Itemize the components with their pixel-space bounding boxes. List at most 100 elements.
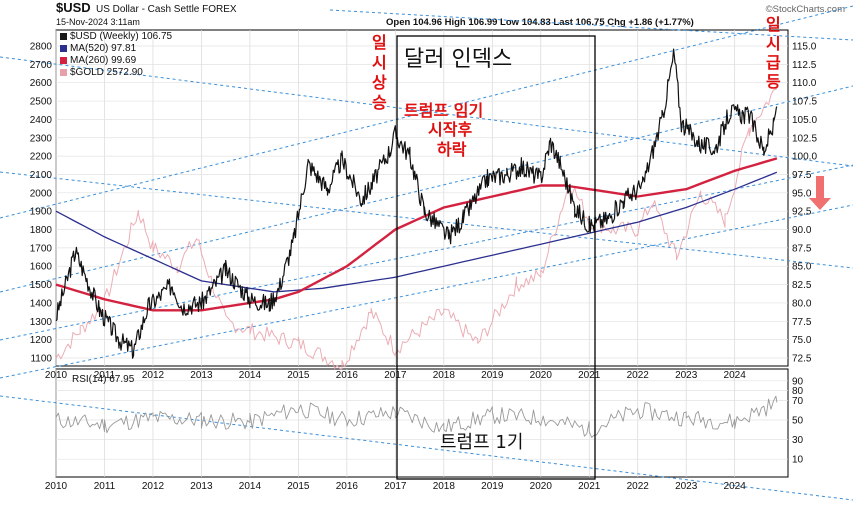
rsi-label: RSI(14) 67.95 (72, 374, 135, 385)
legend-swatch-2 (60, 57, 67, 64)
y-right-tick-102.5: 102.5 (792, 133, 817, 144)
rsi-tick-10: 10 (792, 455, 804, 466)
y-right-tick-107.5: 107.5 (792, 97, 817, 108)
x-tick-bottom-2016: 2016 (336, 481, 359, 492)
y-right-tick-72.5: 72.5 (792, 354, 812, 365)
x-tick-bottom-2013: 2013 (190, 481, 213, 492)
y-right-tick-115: 115.0 (792, 42, 817, 53)
annotation-trump-start-2: 시작후 (428, 120, 472, 139)
y-right-tick-105: 105.0 (792, 115, 817, 126)
y-left-tick-2300: 2300 (30, 133, 53, 144)
annotation-trump-start: 트럼프 임기 (404, 101, 483, 120)
channel-line-2 (0, 164, 853, 341)
legend-swatch-3 (60, 69, 67, 76)
annotation-trump-start-3: 하락 (437, 140, 467, 159)
x-tick-2014: 2014 (239, 370, 262, 381)
y-right-tick-90: 90.0 (792, 225, 812, 236)
y-left-tick-1300: 1300 (30, 317, 53, 328)
y-right-tick-75: 75.0 (792, 335, 812, 346)
x-tick-bottom-2020: 2020 (530, 481, 553, 492)
y-right-tick-112.5: 112.5 (792, 60, 817, 71)
legend-swatch-0 (60, 33, 67, 40)
y-left-tick-2400: 2400 (30, 115, 53, 126)
x-tick-bottom-2023: 2023 (675, 481, 698, 492)
x-tick-bottom-2022: 2022 (627, 481, 650, 492)
series-ma260-line (55, 157, 778, 312)
series-usd-line (55, 48, 778, 359)
series-gold-line (55, 87, 778, 370)
channel-line-5 (0, 171, 853, 269)
legend-label-0: $USD (Weekly) 106.75 (70, 31, 173, 42)
y-left-tick-1700: 1700 (30, 243, 53, 254)
y-right-tick-110: 110.0 (792, 78, 817, 89)
date-stamp: 15-Nov-2024 3:11am (56, 17, 140, 27)
y-left-tick-1400: 1400 (30, 298, 53, 309)
annotation-term-label: 트럼프 1기 (440, 432, 523, 453)
rsi-tick-80: 80 (792, 386, 804, 397)
series-rsi-line (55, 395, 778, 438)
y-left-tick-1500: 1500 (30, 280, 53, 291)
x-tick-2017: 2017 (384, 370, 407, 381)
x-tick-2024: 2024 (724, 370, 747, 381)
instrument-name: US Dollar - Cash Settle FOREX (96, 4, 237, 15)
x-tick-2011: 2011 (94, 370, 116, 381)
channel-line-1 (0, 85, 853, 293)
x-tick-bottom-2010: 2010 (45, 481, 68, 492)
series-layer (55, 48, 778, 438)
y-left-tick-2100: 2100 (30, 170, 53, 181)
y-right-tick-97.5: 97.5 (792, 170, 812, 181)
channel-line-6 (0, 204, 853, 379)
y-left-tick-1900: 1900 (30, 207, 53, 218)
x-tick-2023: 2023 (675, 370, 698, 381)
x-tick-bottom-2021: 2021 (578, 481, 601, 492)
x-tick-bottom-2014: 2014 (239, 481, 262, 492)
symbol-label: $USD (56, 0, 91, 15)
rsi-tick-50: 50 (792, 416, 804, 427)
x-tick-2013: 2013 (190, 370, 213, 381)
rsi-tick-70: 70 (792, 396, 804, 407)
x-tick-2019: 2019 (481, 370, 504, 381)
y-left-tick-2700: 2700 (30, 60, 53, 71)
y-right-tick-82.5: 82.5 (792, 280, 812, 291)
y-left-tick-2200: 2200 (30, 152, 53, 163)
x-tick-2010: 2010 (45, 370, 68, 381)
legend-label-1: MA(520) 97.81 (70, 43, 137, 54)
y-left-tick-2800: 2800 (30, 42, 53, 53)
y-right-tick-85: 85.0 (792, 262, 812, 273)
x-tick-bottom-2017: 2017 (384, 481, 407, 492)
channel-line-3 (0, 56, 853, 167)
y-right-tick-87.5: 87.5 (792, 243, 812, 254)
y-left-tick-2000: 2000 (30, 188, 53, 199)
x-tick-2015: 2015 (287, 370, 310, 381)
legend-swatch-1 (60, 45, 67, 52)
y-right-tick-95: 95.0 (792, 188, 812, 199)
x-tick-bottom-2011: 2011 (94, 481, 116, 492)
x-tick-bottom-2018: 2018 (433, 481, 456, 492)
legend-label-2: MA(260) 99.69 (70, 55, 137, 66)
y-right-tick-100: 100.0 (792, 152, 817, 163)
y-right-tick-80: 80.0 (792, 298, 812, 309)
y-left-tick-2600: 2600 (30, 78, 53, 89)
x-tick-bottom-2012: 2012 (142, 481, 165, 492)
y-left-tick-1100: 1100 (30, 354, 52, 365)
down-arrow-icon (809, 176, 831, 210)
y-right-tick-92.5: 92.5 (792, 207, 812, 218)
axis-ticks: 2010 2010 2011 2011 2012 2012 2013 2013 2014 2014… (30, 42, 818, 493)
x-tick-2016: 2016 (336, 370, 359, 381)
legend-label-3: $GOLD 2572.90 (70, 67, 143, 78)
y-right-tick-77.5: 77.5 (792, 317, 812, 328)
trend-channel-lines (0, 5, 853, 501)
brand-mark: ©StockCharts.com (766, 4, 845, 15)
x-tick-bottom-2015: 2015 (287, 481, 310, 492)
y-left-tick-1800: 1800 (30, 225, 53, 236)
channel-line-0 (0, 5, 853, 219)
series-ma520-line (55, 171, 778, 293)
x-tick-bottom-2024: 2024 (724, 481, 747, 492)
x-tick-2021: 2021 (578, 370, 601, 381)
x-tick-2018: 2018 (433, 370, 456, 381)
x-tick-2022: 2022 (627, 370, 650, 381)
x-tick-bottom-2019: 2019 (481, 481, 504, 492)
